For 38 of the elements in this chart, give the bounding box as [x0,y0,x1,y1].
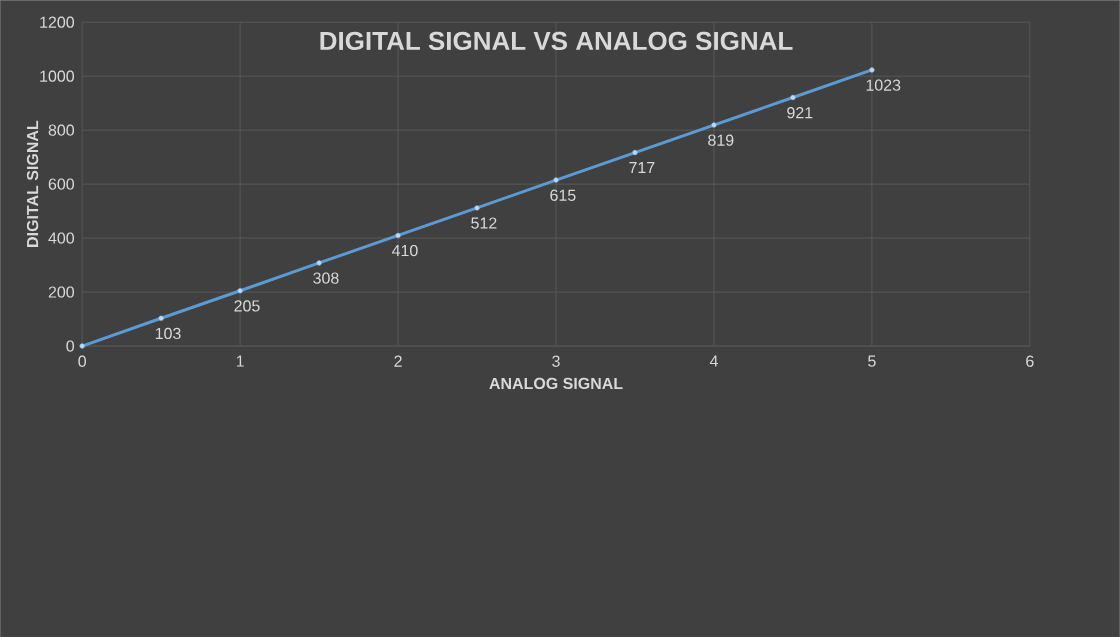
x-axis-title: ANALOG SIGNAL [489,377,623,389]
data-label: 205 [234,300,260,312]
point [632,149,638,156]
point [395,232,401,239]
x-tick-label: 4 [709,355,718,367]
data-label: 1023 [866,79,901,91]
data-label: 717 [629,161,655,173]
y-tick-label: 400 [48,232,75,244]
data-label: 921 [787,106,813,119]
y-tick-label: 0 [66,340,75,352]
x-tick-label: 2 [394,355,402,367]
x-tick-label: 5 [868,355,876,367]
point [158,315,164,321]
point [869,67,875,73]
x-tick-label: 3 [552,355,560,367]
y-tick-label: 600 [48,178,75,190]
y-tick-label: 1200 [40,16,75,28]
data-label: 615 [550,189,576,201]
data-label: 410 [391,244,418,257]
point [474,205,480,211]
point [237,287,243,294]
point [711,122,717,128]
y-axis-title: DIGITAL SIGNAL [26,120,39,247]
y-tick-label: 1000 [40,70,75,82]
data-label: 308 [313,272,339,284]
data-label: 512 [471,217,497,229]
y-tick-label: 200 [48,286,75,298]
x-tick-label: 1 [236,355,244,367]
data-label: 819 [708,134,734,146]
point [79,343,85,349]
x-tick-label: 6 [1026,355,1034,367]
data-label: 103 [155,327,181,340]
point [316,260,322,266]
chart-title: DIGITAL SIGNAL VS ANALOG SIGNAL [320,31,793,51]
point [553,177,559,183]
y-tick-label: 800 [48,124,75,136]
x-tick-label: 0 [78,355,86,367]
point [790,94,796,101]
